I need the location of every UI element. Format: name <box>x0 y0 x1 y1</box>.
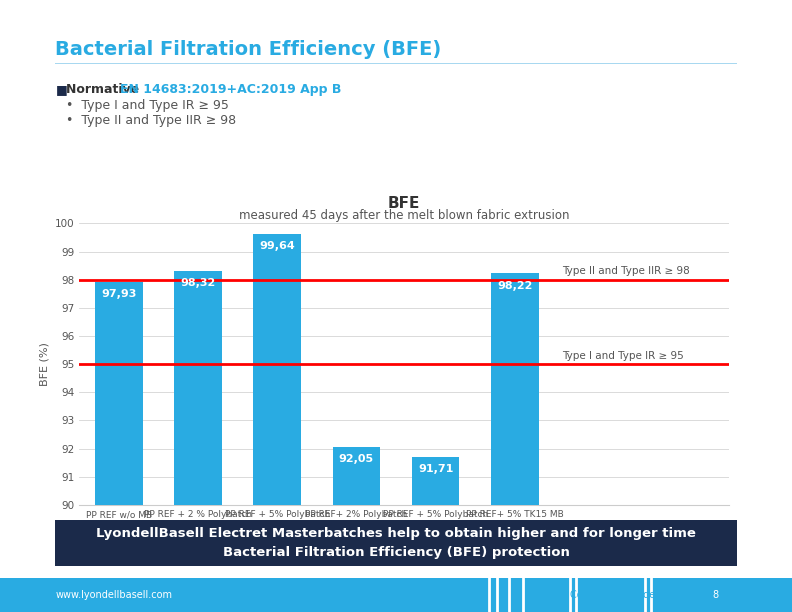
Bar <box>253 234 301 612</box>
Text: Company confidential: Company confidential <box>570 590 677 600</box>
Text: 92,05: 92,05 <box>339 454 374 465</box>
Text: 98,22: 98,22 <box>497 280 532 291</box>
Bar <box>412 457 459 612</box>
Text: 98,32: 98,32 <box>181 278 215 288</box>
Text: •  Type I and Type IR ≥ 95: • Type I and Type IR ≥ 95 <box>66 99 229 112</box>
Text: 99,64: 99,64 <box>259 241 295 250</box>
Text: BFE: BFE <box>388 196 420 211</box>
Text: measured 45 days after the melt blown fabric extrusion: measured 45 days after the melt blown fa… <box>238 209 569 222</box>
Text: Normative: Normative <box>66 83 143 95</box>
Bar <box>333 447 380 612</box>
Text: 91,71: 91,71 <box>418 464 453 474</box>
Text: LyondellBasell Electret Masterbatches help to obtain higher and for longer time
: LyondellBasell Electret Masterbatches he… <box>96 527 696 559</box>
Bar <box>95 282 143 612</box>
Y-axis label: BFE (%): BFE (%) <box>39 342 49 386</box>
Text: www.lyondellbasell.com: www.lyondellbasell.com <box>55 590 173 600</box>
Text: •  Type II and Type IIR ≥ 98: • Type II and Type IIR ≥ 98 <box>66 114 236 127</box>
Bar <box>491 274 539 612</box>
Text: Bacterial Filtration Efficiency (BFE): Bacterial Filtration Efficiency (BFE) <box>55 40 442 59</box>
Text: 8: 8 <box>713 590 719 600</box>
Text: ■: ■ <box>55 83 67 95</box>
Text: EN 14683:2019+AC:2019 App B: EN 14683:2019+AC:2019 App B <box>120 83 341 95</box>
Text: Type II and Type IIR ≥ 98: Type II and Type IIR ≥ 98 <box>562 266 690 276</box>
Bar <box>174 271 222 612</box>
Text: 97,93: 97,93 <box>101 289 136 299</box>
Text: Type I and Type IR ≥ 95: Type I and Type IR ≥ 95 <box>562 351 684 360</box>
